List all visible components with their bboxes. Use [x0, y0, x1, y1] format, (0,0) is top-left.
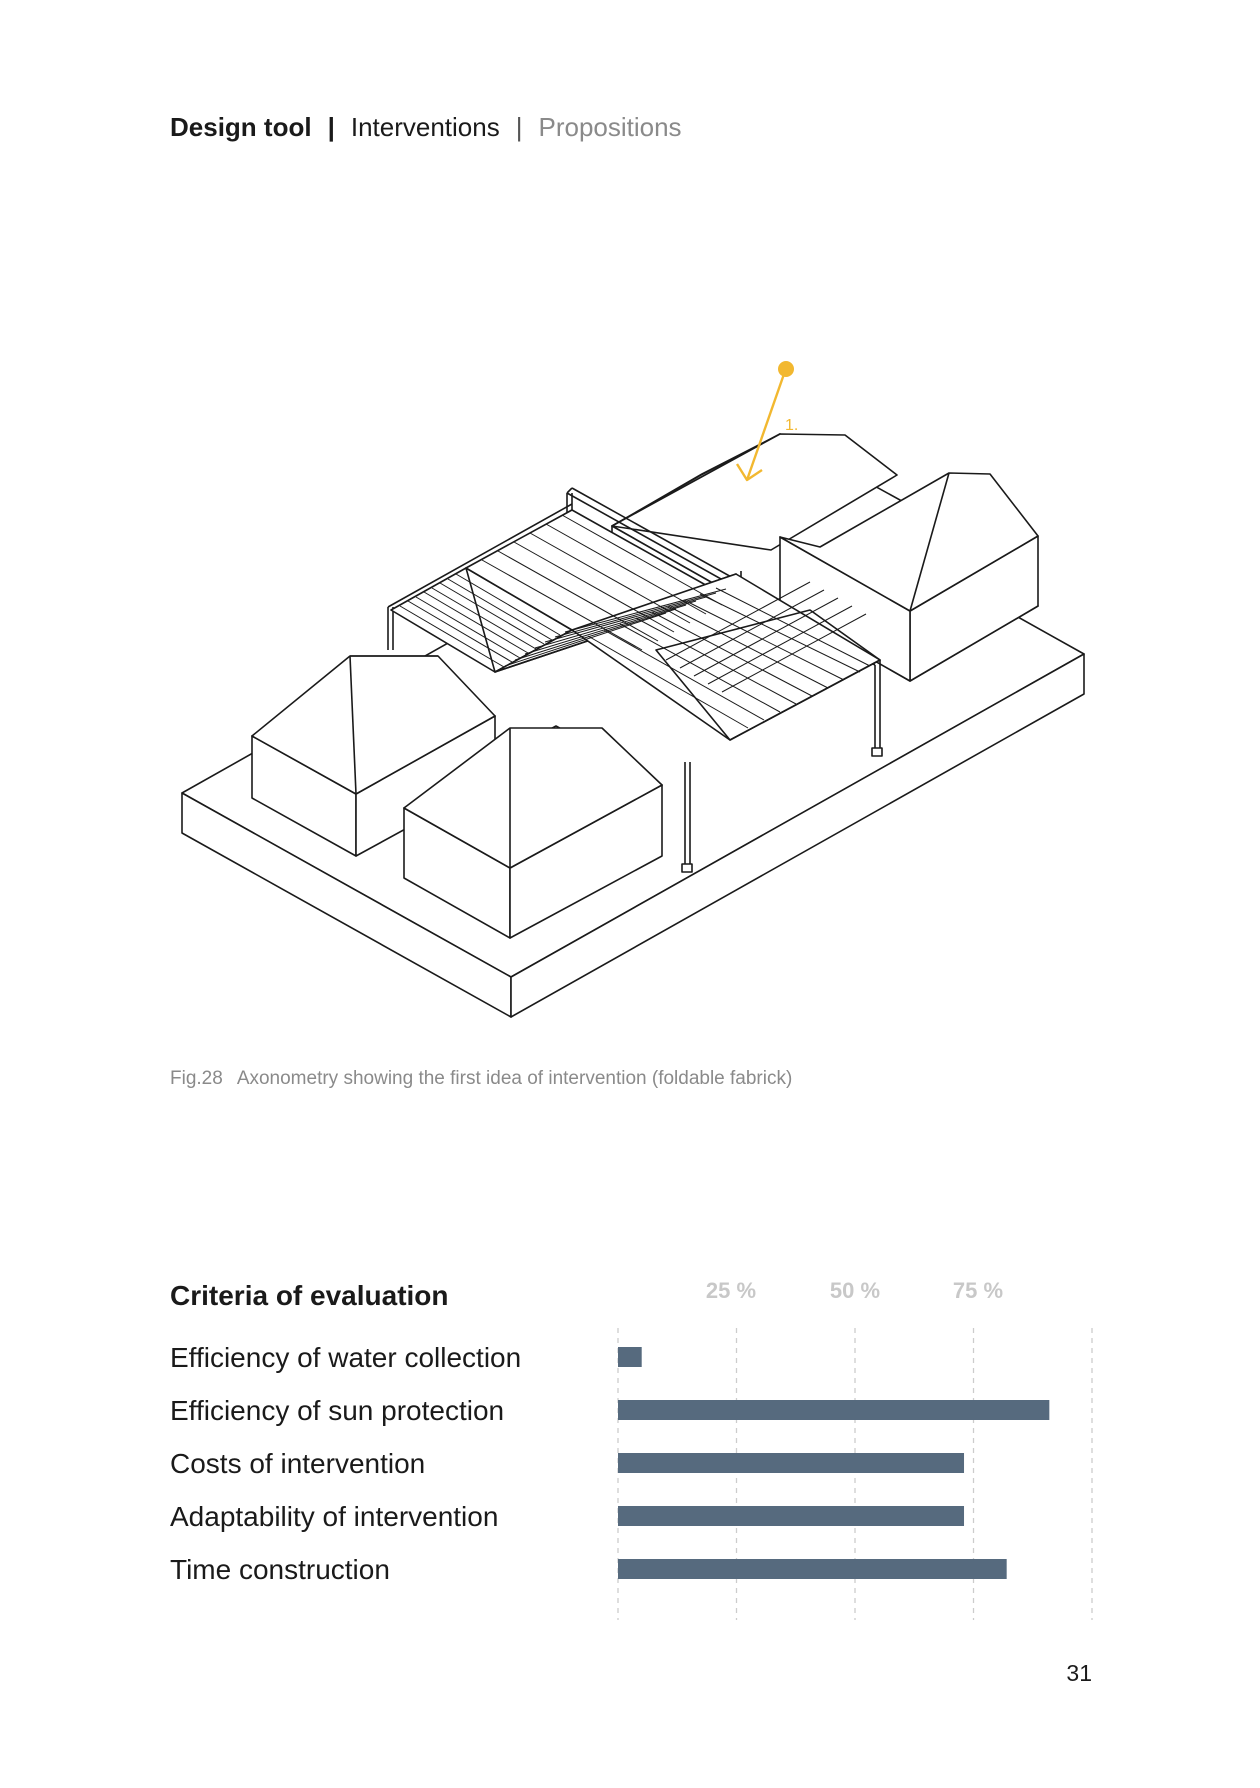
bar-time-construction [618, 1559, 1007, 1579]
criteria-label: Costs of intervention [170, 1448, 426, 1479]
header-section: Design tool [170, 112, 312, 142]
caption-number: Fig.28 [170, 1068, 223, 1089]
sun-annotation: 1. [735, 361, 798, 482]
house-front-right [403, 725, 663, 939]
sun-icon [778, 361, 794, 377]
bar-efficiency-of-water-collection [618, 1347, 642, 1367]
criteria-bar-chart [617, 1328, 1093, 1620]
bar-adaptability-of-intervention [618, 1506, 965, 1526]
header-separator: | [327, 112, 335, 142]
header-subsubsection: Propositions [538, 112, 682, 142]
tick-label-50: 50 % [829, 1278, 881, 1303]
tick-label-25: 25 % [705, 1278, 757, 1303]
house-front-left [251, 655, 496, 857]
annotation-label: 1. [785, 417, 798, 434]
page-header: Design tool | Interventions | Propositions [170, 112, 682, 143]
bar-efficiency-of-sun-protection [618, 1400, 1050, 1420]
bar-costs-of-intervention [618, 1453, 965, 1473]
tick-label-75: 75 % [952, 1278, 1004, 1303]
criteria-label: Time construction [170, 1554, 390, 1585]
figure-caption: Fig.28 Axonometry showing the first idea … [170, 1068, 792, 1090]
criteria-title: Criteria of evaluation [170, 1280, 449, 1311]
canopy-fabric [390, 509, 881, 741]
criteria-label: Adaptability of intervention [170, 1501, 499, 1532]
header-subsection: Interventions [350, 112, 500, 142]
header-separator: | [515, 112, 523, 142]
caption-text: Axonometry showing the first idea of int… [236, 1068, 793, 1089]
criteria-label: Efficiency of sun protection [170, 1395, 505, 1426]
axonometry-figure: 1. [181, 361, 1085, 1018]
criteria-label: Efficiency of water collection [170, 1342, 522, 1373]
page-number: 31 [1066, 1660, 1092, 1686]
canopy-ribs [399, 514, 871, 729]
